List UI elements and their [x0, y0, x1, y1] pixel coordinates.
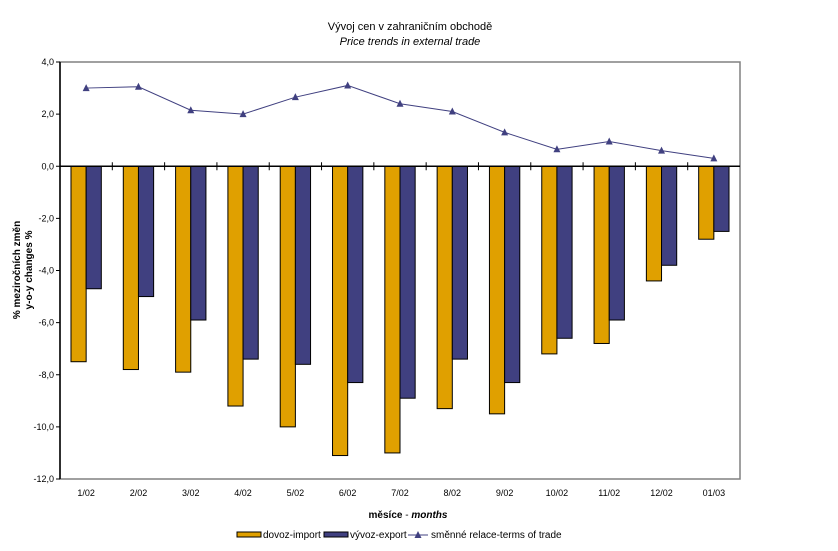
y-axis-title-line2: y-o-y changes % — [24, 230, 35, 309]
terms-of-trade-point-10-02 — [553, 145, 561, 153]
terms-of-trade-point-7-02 — [396, 99, 404, 107]
terms-of-trade-point-12-02 — [658, 146, 666, 154]
legend: dovoz-import vývoz-export směnné relace-… — [236, 530, 562, 541]
y-tick-label: 4,0 — [41, 57, 54, 67]
terms-of-trade-point-5-02 — [291, 93, 299, 101]
export-bar-11-02 — [608, 165, 625, 321]
y-tick-label: -2,0 — [38, 213, 54, 223]
y-tick-label: -6,0 — [38, 318, 54, 328]
import-bar-2-02 — [122, 165, 139, 371]
legend-swatch-import — [236, 531, 262, 538]
import-bar-5-02 — [279, 165, 296, 428]
chart-subtitle: Price trends in external trade — [340, 36, 481, 48]
y-tick-label: -4,0 — [38, 266, 54, 276]
terms-of-trade-point-01-03 — [710, 154, 718, 162]
x-tick-label: 8/02 — [444, 488, 462, 498]
import-bar-7-02 — [384, 165, 401, 454]
x-tick-label: 01/03 — [703, 488, 726, 498]
export-bar-01-03 — [713, 165, 730, 232]
terms-of-trade-point-4-02 — [239, 110, 247, 118]
import-bar-10-02 — [541, 165, 558, 355]
y-axis-title: % meziročních změn y-o-y changes % — [12, 221, 35, 319]
legend-label-terms: směnné relace-terms of trade — [431, 530, 562, 541]
import-bar-8-02 — [436, 165, 453, 410]
terms-of-trade-point-1-02 — [82, 84, 90, 92]
export-bar-7-02 — [399, 165, 416, 399]
export-bar-3-02 — [190, 165, 207, 321]
terms-of-trade-point-2-02 — [134, 82, 142, 90]
x-tick-label: 1/02 — [77, 488, 95, 498]
x-tick-label: 11/02 — [598, 488, 620, 498]
import-bar-11-02 — [593, 165, 610, 344]
x-axis-title-cz: měsíce — [369, 510, 403, 521]
chart-title: Vývoj cen v zahraničním obchodě — [328, 21, 492, 33]
legend-marker-triangle-icon — [414, 531, 422, 538]
export-bar-5-02 — [294, 165, 312, 365]
x-tick-label: 5/02 — [287, 488, 305, 498]
y-tick-label: 2,0 — [41, 109, 54, 119]
export-bar-6-02 — [347, 165, 364, 384]
legend-label-import: dovoz-import — [263, 530, 321, 541]
export-bar-4-02 — [242, 165, 259, 360]
x-tick-label: 6/02 — [339, 488, 357, 498]
x-tick-label: 4/02 — [234, 488, 252, 498]
x-tick-label: 9/02 — [496, 488, 514, 498]
export-bar-10-02 — [556, 165, 573, 339]
x-axis-title-en: months — [411, 510, 448, 521]
y-tick-label: -10,0 — [33, 422, 54, 432]
import-bar-1-02 — [70, 165, 87, 363]
export-bar-1-02 — [85, 165, 102, 290]
export-bar-9-02 — [504, 165, 521, 384]
terms-of-trade-point-9-02 — [501, 128, 509, 136]
terms-of-trade-point-8-02 — [448, 107, 456, 115]
y-tick-label: -12,0 — [33, 474, 54, 484]
x-axis-title-sep: - — [402, 510, 411, 521]
terms-of-trade-point-3-02 — [187, 106, 195, 114]
legend-swatch-export — [323, 531, 349, 538]
y-tick-label: 0,0 — [41, 161, 54, 171]
x-tick-label: 7/02 — [391, 488, 409, 498]
import-bar-6-02 — [332, 165, 349, 457]
import-bar-3-02 — [175, 165, 192, 373]
x-tick-label: 10/02 — [546, 488, 569, 498]
legend-label-export: vývoz-export — [350, 530, 407, 541]
x-tick-label: 12/02 — [650, 488, 673, 498]
import-bar-9-02 — [488, 165, 506, 415]
x-axis-title: měsíce - months — [369, 510, 448, 521]
x-tick-label: 3/02 — [182, 488, 200, 498]
terms-of-trade-point-11-02 — [605, 137, 613, 145]
y-tick-label: -8,0 — [38, 370, 54, 380]
terms-of-trade-point-6-02 — [344, 81, 352, 89]
x-tick-label: 2/02 — [130, 488, 148, 498]
export-bar-2-02 — [137, 165, 155, 298]
import-bar-4-02 — [227, 165, 244, 407]
y-axis-title-line1: % meziročních změn — [12, 221, 23, 319]
export-bar-8-02 — [451, 165, 468, 360]
terms-of-trade-line — [86, 84, 714, 159]
import-bar-12-02 — [645, 165, 663, 282]
export-bar-12-02 — [661, 165, 678, 266]
import-bar-01-03 — [698, 165, 715, 240]
